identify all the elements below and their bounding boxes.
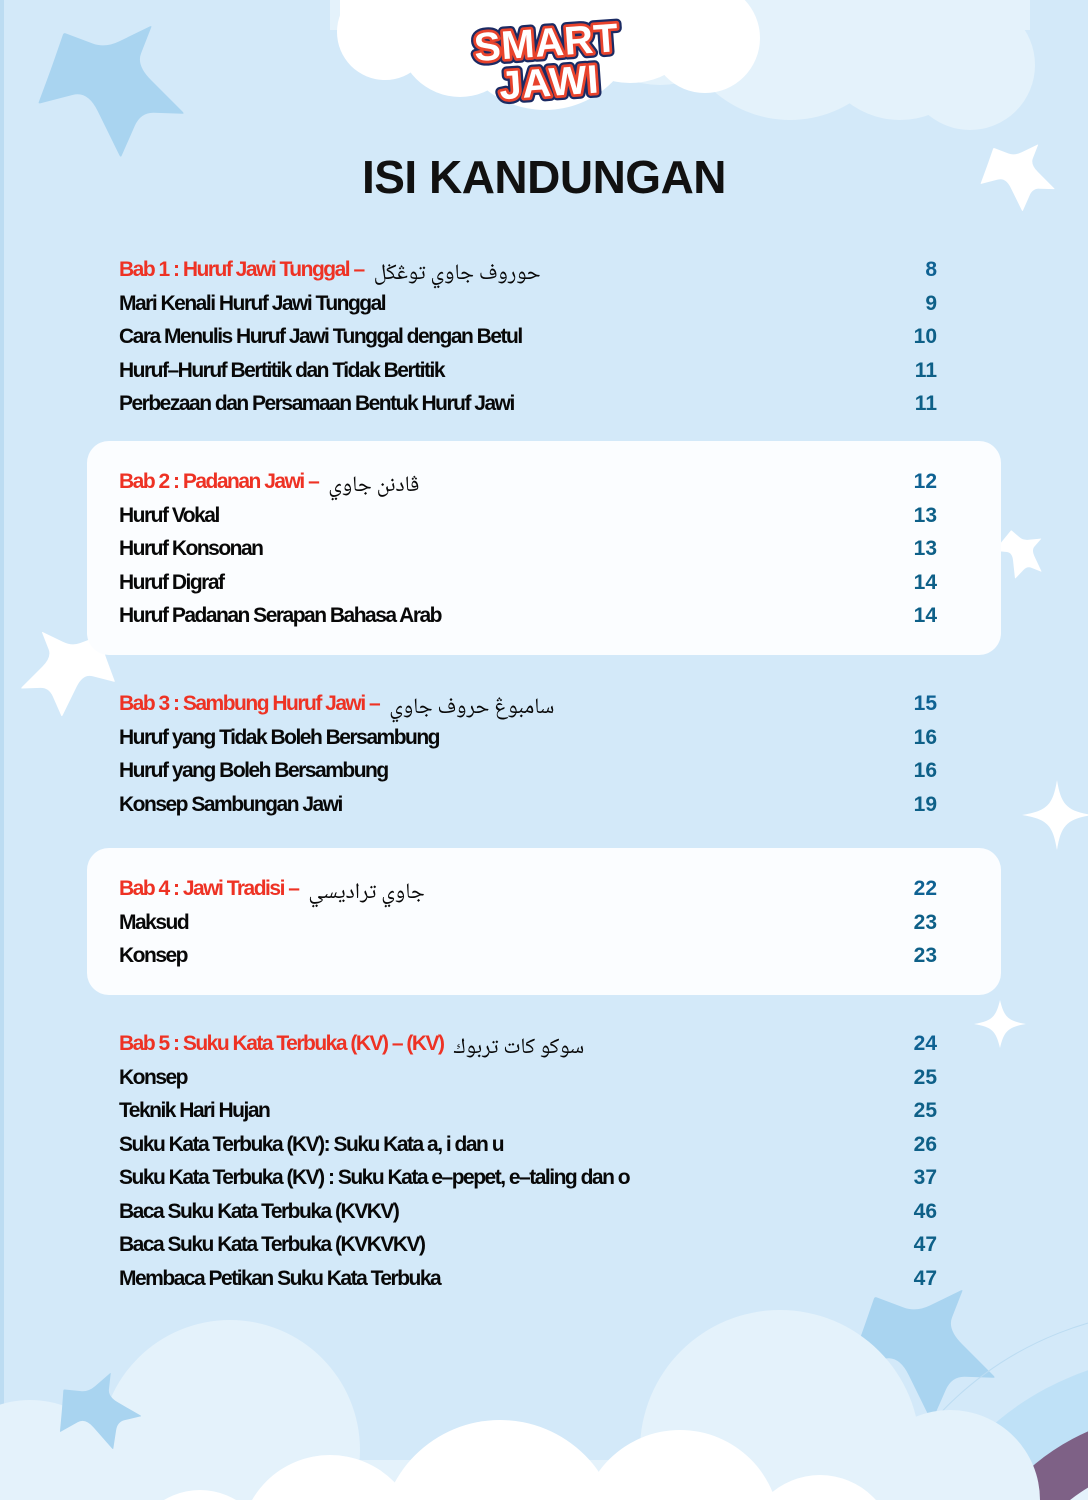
svg-text:JAWI: JAWI: [498, 58, 601, 109]
